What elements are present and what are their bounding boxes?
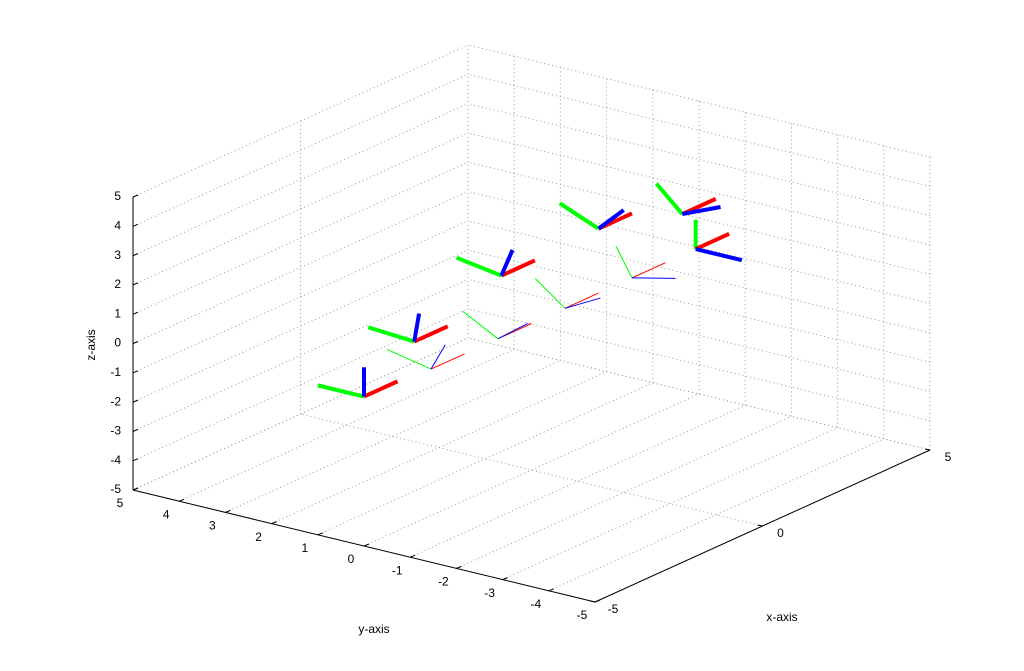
y-tick bbox=[271, 521, 277, 525]
grid-line bbox=[467, 308, 931, 422]
z-tick bbox=[132, 428, 139, 432]
y-tick bbox=[594, 599, 601, 603]
z-tick-label: 2 bbox=[114, 277, 121, 291]
z-tick bbox=[132, 370, 139, 374]
z-axis-label: z-axis bbox=[84, 329, 98, 360]
x-tick-label: -5 bbox=[608, 602, 619, 616]
y-tick bbox=[317, 532, 323, 536]
frame-y-axis bbox=[367, 325, 415, 344]
x-tick bbox=[757, 524, 763, 527]
z-tick-label: -3 bbox=[110, 424, 121, 438]
grid-line bbox=[467, 73, 931, 187]
x-tick bbox=[924, 448, 931, 451]
x-tick bbox=[589, 600, 596, 603]
y-tick bbox=[179, 498, 185, 502]
grid-line bbox=[467, 132, 931, 246]
y-tick-label: 1 bbox=[301, 541, 308, 555]
grid-line bbox=[467, 191, 931, 304]
z-tick-label: 3 bbox=[114, 248, 121, 262]
grid-line bbox=[467, 249, 931, 363]
z-tick-label: -5 bbox=[110, 482, 121, 496]
z-tick-label: 5 bbox=[114, 189, 121, 203]
frame-z-axis bbox=[499, 249, 515, 277]
y-tick-label: 3 bbox=[209, 519, 216, 533]
y-tick-label: -3 bbox=[484, 586, 495, 600]
y-tick-label: -1 bbox=[392, 563, 403, 577]
frame-z-axis bbox=[412, 313, 422, 342]
frame-y-axis bbox=[455, 255, 503, 278]
y-tick-label: 2 bbox=[255, 530, 262, 544]
frame-x-axis bbox=[413, 324, 449, 344]
y-tick-label: -2 bbox=[438, 575, 449, 589]
frame-y-axis bbox=[558, 201, 600, 231]
z-tick-label: 0 bbox=[114, 336, 121, 350]
x-tick-label: 0 bbox=[777, 526, 784, 540]
frame-x-axis bbox=[430, 353, 465, 370]
y-tick bbox=[363, 543, 370, 547]
frame-y-axis bbox=[615, 246, 633, 279]
frame-x-axis bbox=[631, 262, 666, 279]
grid-line bbox=[467, 220, 931, 334]
z-tick-label: 1 bbox=[114, 306, 121, 320]
y-tick bbox=[548, 588, 554, 592]
grid-line bbox=[300, 413, 763, 527]
y-tick bbox=[410, 554, 416, 558]
y-tick-label: 0 bbox=[348, 552, 355, 566]
z-tick-label: -2 bbox=[110, 394, 121, 408]
z-tick bbox=[132, 282, 139, 286]
z-tick-label: -1 bbox=[110, 365, 121, 379]
frame-x-axis bbox=[500, 258, 536, 278]
y-tick-label: -5 bbox=[577, 608, 588, 622]
x-axis-label: x-axis bbox=[766, 610, 797, 624]
frame-y-axis bbox=[386, 348, 432, 370]
frame-x-axis bbox=[694, 231, 730, 251]
y-tick-label: 4 bbox=[163, 507, 170, 521]
frame-y-axis bbox=[534, 278, 566, 309]
z-tick bbox=[132, 458, 139, 462]
y-tick bbox=[132, 487, 139, 491]
frame-y-axis bbox=[462, 310, 499, 340]
z-tick bbox=[132, 194, 139, 198]
frame-z-axis bbox=[597, 208, 625, 231]
y-tick-label: 5 bbox=[117, 496, 124, 510]
frame-y-axis bbox=[317, 383, 365, 399]
y-tick bbox=[456, 565, 462, 569]
z-tick-label: -4 bbox=[110, 453, 121, 467]
frame-z-axis bbox=[497, 323, 528, 340]
frame-z-axis bbox=[695, 247, 743, 263]
y-axis-label: y-axis bbox=[358, 622, 389, 636]
frame-x-axis bbox=[363, 379, 399, 399]
z-tick bbox=[132, 341, 139, 344]
frame-z-axis bbox=[631, 277, 676, 279]
z-tick bbox=[132, 253, 139, 257]
z-tick bbox=[132, 399, 139, 403]
z-tick bbox=[132, 223, 139, 227]
z-tick bbox=[132, 311, 139, 315]
frame-z-axis bbox=[564, 297, 601, 309]
y-tick bbox=[225, 509, 231, 513]
x-tick-label: 5 bbox=[945, 450, 952, 464]
grid-line bbox=[467, 337, 931, 451]
frame-z-axis bbox=[430, 344, 446, 370]
z-tick-label: 4 bbox=[114, 218, 121, 232]
y-tick-label: -4 bbox=[530, 597, 541, 611]
frame-y-axis bbox=[654, 182, 684, 216]
grid-line bbox=[467, 103, 931, 217]
grid-line bbox=[467, 44, 931, 158]
grid-line bbox=[467, 161, 931, 275]
grid-line bbox=[467, 278, 931, 392]
frame-z-axis bbox=[681, 205, 721, 217]
y-tick bbox=[502, 577, 508, 581]
frame-x-axis bbox=[564, 292, 599, 309]
